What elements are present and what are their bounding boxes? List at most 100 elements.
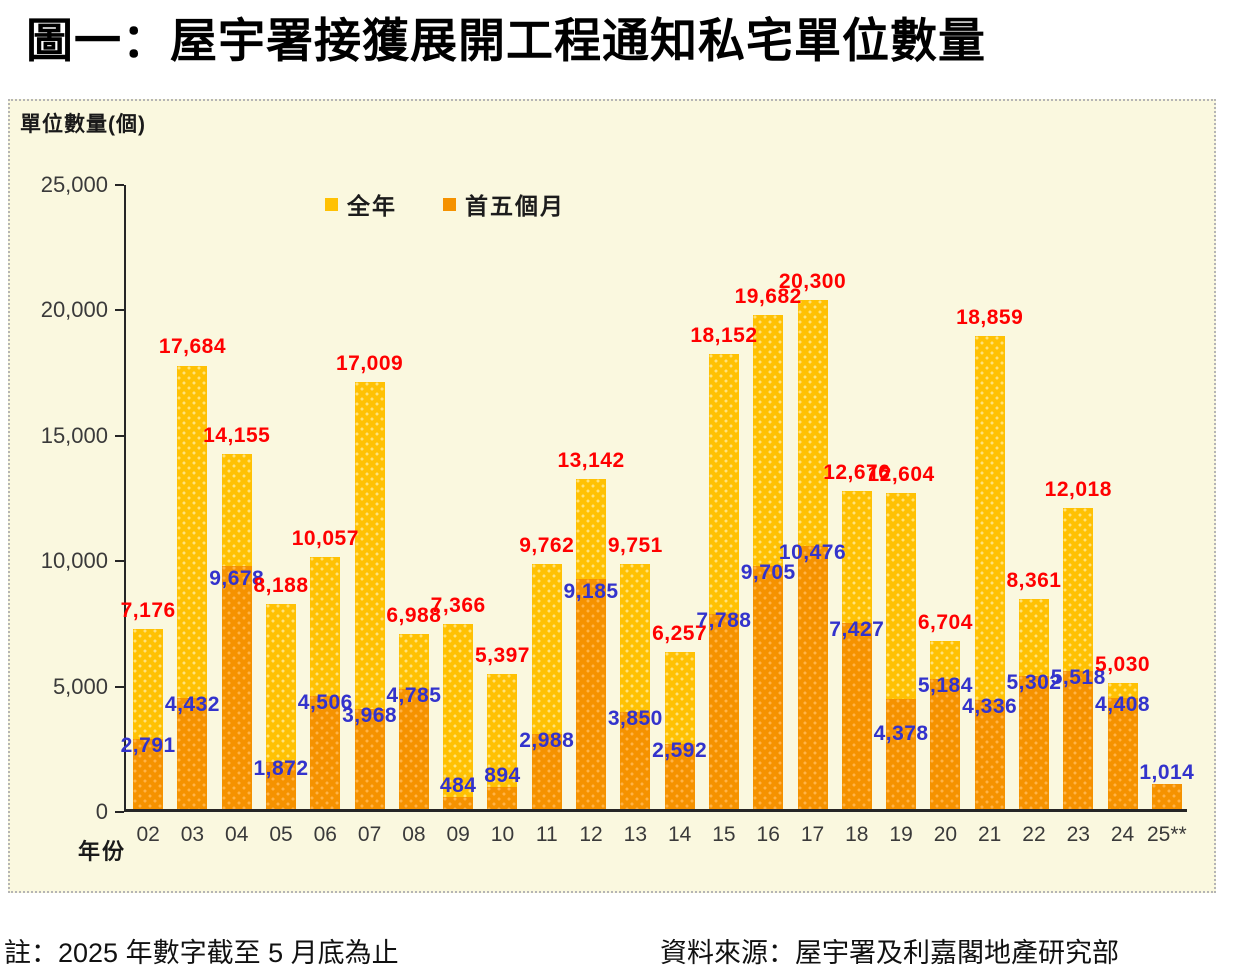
value-label-first-five-months-04: 9,678 bbox=[209, 567, 265, 591]
bar-first-five-months-15 bbox=[708, 613, 739, 809]
value-label-first-five-months-03: 4,432 bbox=[164, 692, 220, 716]
bar-first-five-months-06 bbox=[310, 696, 341, 809]
y-tick-label-10000: 10,000 bbox=[40, 548, 108, 574]
x-axis-title: 年份 bbox=[78, 839, 127, 864]
value-label-first-five-months-02: 2,791 bbox=[120, 734, 176, 757]
value-label-full-year-22: 8,361 bbox=[1006, 569, 1062, 593]
bar-full-year-10 bbox=[487, 673, 518, 809]
bar-first-five-months-23 bbox=[1063, 670, 1094, 809]
chart-area: 單位數量(個) 全年 首五個月 0 5,000 10,000 15,000 20,000… bbox=[8, 99, 1216, 893]
value-label-full-year-07: 17,009 bbox=[335, 352, 404, 376]
value-label-full-year-17: 20,300 bbox=[778, 269, 847, 293]
value-label-first-five-months-20: 5,184 bbox=[917, 673, 973, 697]
value-label-first-five-months-09: 484 bbox=[439, 773, 477, 797]
y-axis-title: 單位數量(個) bbox=[20, 113, 146, 136]
page-title: 圖一：屋宇署接獲展開工程通知私宅單位數量 bbox=[26, 14, 986, 67]
value-label-first-five-months-22: 5,302 bbox=[1006, 671, 1062, 695]
value-label-full-year-16: 19,682 bbox=[734, 285, 802, 309]
value-label-full-year-18: 12,676 bbox=[823, 461, 891, 485]
bar-first-five-months-18 bbox=[841, 622, 872, 809]
bar-first-five-months-09 bbox=[443, 796, 474, 809]
value-label-full-year-06: 10,057 bbox=[291, 526, 359, 550]
y-tick-label-0: 0 bbox=[95, 799, 108, 824]
bar-first-five-months-12 bbox=[576, 578, 607, 809]
chart-legend: 全年 首五個月 bbox=[325, 187, 565, 221]
bar-first-five-months-02 bbox=[133, 739, 164, 809]
legend-label-full-year: 全年 bbox=[347, 193, 397, 219]
bar-first-five-months-24 bbox=[1107, 698, 1138, 809]
value-label-first-five-months-21: 4,336 bbox=[962, 695, 1018, 719]
value-label-full-year-08: 6,988 bbox=[386, 603, 442, 627]
x-category-label-24: 24 bbox=[1110, 823, 1135, 846]
x-category-label-13: 13 bbox=[623, 823, 648, 846]
y-axis-tick bbox=[115, 309, 124, 312]
value-label-full-year-10: 5,397 bbox=[474, 643, 530, 667]
value-label-full-year-12: 13,142 bbox=[557, 449, 625, 473]
value-label-first-five-months-13: 3,850 bbox=[607, 707, 663, 731]
bar-first-five-months-21 bbox=[974, 700, 1005, 809]
bar-first-five-months-13 bbox=[620, 712, 651, 809]
value-label-first-five-months-14: 2,592 bbox=[652, 738, 708, 762]
value-label-first-five-months-17: 10,476 bbox=[778, 541, 847, 565]
x-category-label-19: 19 bbox=[889, 823, 913, 846]
y-axis-tick bbox=[115, 685, 124, 688]
legend-item-full-year: 全年 bbox=[325, 187, 397, 221]
x-category-label-07: 07 bbox=[357, 823, 382, 846]
value-label-full-year-03: 17,684 bbox=[158, 335, 227, 359]
y-tick-label-5000: 5,000 bbox=[52, 673, 108, 699]
value-label-first-five-months-11: 2,988 bbox=[519, 729, 575, 753]
value-label-full-year-15: 18,152 bbox=[690, 323, 758, 347]
value-label-full-year-11: 9,762 bbox=[519, 534, 575, 558]
y-tick-label-20000: 20,000 bbox=[40, 297, 108, 323]
x-category-label-10: 10 bbox=[490, 823, 515, 846]
y-tick-label-15000: 15,000 bbox=[40, 422, 108, 448]
value-label-full-year-19: 12,604 bbox=[867, 462, 935, 486]
bar-first-five-months-25** bbox=[1151, 783, 1182, 809]
y-axis-tick bbox=[115, 560, 124, 563]
value-label-first-five-months-23: 5,518 bbox=[1050, 665, 1106, 689]
x-category-label-16: 16 bbox=[756, 823, 780, 846]
x-category-label-25**: 25** bbox=[1146, 823, 1187, 846]
value-label-first-five-months-19: 4,378 bbox=[873, 722, 929, 746]
x-category-label-21: 21 bbox=[978, 823, 1002, 846]
x-category-label-14: 14 bbox=[667, 823, 692, 846]
x-category-label-03: 03 bbox=[180, 823, 205, 846]
value-label-full-year-09: 7,366 bbox=[430, 594, 486, 618]
x-category-label-04: 04 bbox=[225, 823, 249, 846]
bar-first-five-months-20 bbox=[930, 679, 961, 809]
value-label-first-five-months-12: 9,185 bbox=[563, 579, 619, 603]
x-category-label-02: 02 bbox=[136, 823, 160, 846]
value-label-first-five-months-10: 894 bbox=[484, 763, 521, 787]
y-axis-tick bbox=[115, 184, 124, 186]
bar-first-five-months-22 bbox=[1018, 676, 1049, 809]
bar-first-five-months-07 bbox=[354, 709, 385, 809]
x-category-label-09: 09 bbox=[446, 823, 470, 846]
value-label-full-year-14: 6,257 bbox=[652, 622, 708, 646]
value-label-full-year-23: 12,018 bbox=[1044, 477, 1112, 501]
value-label-full-year-05: 8,188 bbox=[253, 573, 309, 597]
x-category-label-17: 17 bbox=[800, 823, 825, 846]
bar-first-five-months-16 bbox=[753, 565, 784, 809]
bar-full-year-09 bbox=[443, 624, 474, 809]
value-label-first-five-months-06: 4,506 bbox=[297, 690, 353, 714]
x-category-label-22: 22 bbox=[1022, 823, 1046, 846]
bar-first-five-months-04 bbox=[221, 566, 252, 809]
y-tick-label-25000: 25,000 bbox=[40, 172, 108, 197]
x-category-label-11: 11 bbox=[535, 823, 558, 846]
x-category-label-08: 08 bbox=[402, 823, 426, 846]
bar-first-five-months-11 bbox=[531, 734, 562, 809]
x-category-label-15: 15 bbox=[712, 823, 736, 846]
bar-first-five-months-08 bbox=[398, 689, 429, 809]
footer-note: 註：2025 年數字截至 5 月底為止 bbox=[4, 938, 399, 968]
legend-swatch-first-five-months-icon bbox=[443, 197, 456, 211]
legend-item-first-five-months: 首五個月 bbox=[443, 187, 565, 221]
bar-first-five-months-14 bbox=[664, 744, 695, 809]
x-category-label-05: 05 bbox=[269, 823, 293, 846]
plot-area: 0 5,000 10,000 15,000 20,000 25,000 7,176 2,791… bbox=[41, 172, 1194, 846]
value-label-first-five-months-18: 7,427 bbox=[829, 617, 885, 641]
value-label-first-five-months-16: 9,705 bbox=[740, 560, 796, 584]
value-label-full-year-02: 7,176 bbox=[120, 599, 176, 623]
bar-first-five-months-10 bbox=[487, 786, 518, 809]
value-label-first-five-months-07: 3,968 bbox=[342, 704, 398, 728]
